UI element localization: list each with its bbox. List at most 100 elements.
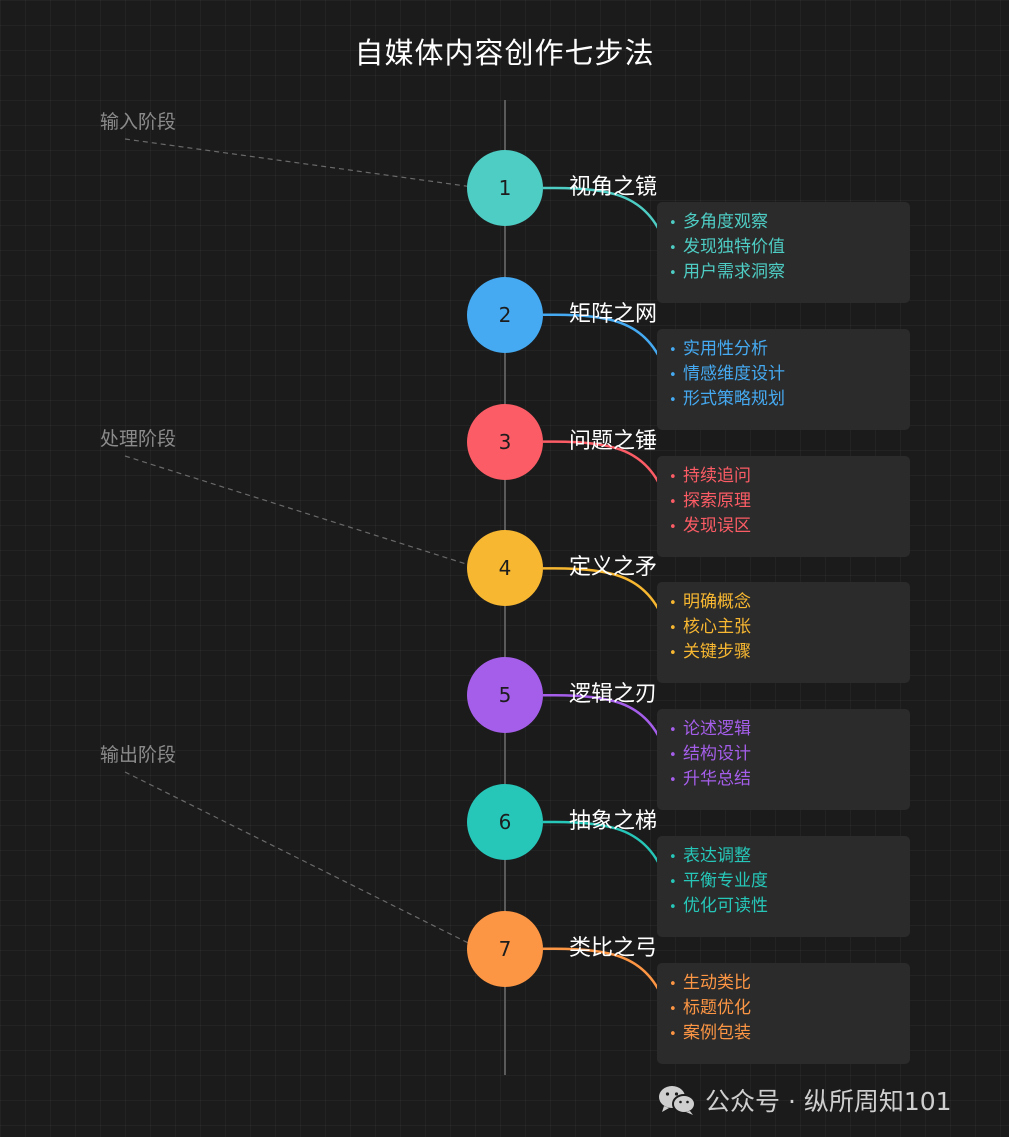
step-detail-card: • 明确概念 • 核心主张 • 关键步骤 bbox=[657, 582, 910, 684]
step-detail-item: • 发现独特价值 bbox=[669, 235, 910, 260]
step-detail-item: • 结构设计 bbox=[669, 742, 910, 767]
step-detail-text: 结构设计 bbox=[683, 744, 751, 765]
step-detail-card: • 论述逻辑 • 结构设计 • 升华总结 bbox=[657, 709, 910, 811]
stage-link bbox=[124, 771, 481, 950]
step-detail-text: 关键步骤 bbox=[683, 642, 751, 663]
step-detail-text: 用户需求洞察 bbox=[683, 262, 785, 282]
bullet-icon: • bbox=[669, 1026, 677, 1042]
step-number: 1 bbox=[498, 176, 512, 200]
step-node-1: 1 bbox=[467, 150, 543, 226]
stage-label: 处理阶段 bbox=[100, 428, 177, 450]
footer-text: 公众号 · 纵所周知101 bbox=[705, 1087, 952, 1116]
bullet-icon: • bbox=[669, 621, 677, 637]
step-detail-item: • 生动类比 bbox=[669, 971, 910, 996]
step-node-2: 2 bbox=[467, 276, 543, 353]
step-title: 类比之弓 bbox=[569, 935, 658, 961]
step-detail-item: • 探索原理 bbox=[669, 489, 910, 514]
step-detail-card: • 表达调整 • 平衡专业度 • 优化可读性 bbox=[657, 836, 910, 937]
step-number: 2 bbox=[498, 302, 512, 327]
step-detail-text: 实用性分析 bbox=[683, 338, 768, 359]
bullet-icon: • bbox=[669, 976, 677, 992]
step-detail-card: • 持续追问 • 探索原理 • 发现误区 bbox=[657, 455, 910, 557]
bullet-icon: • bbox=[669, 494, 677, 510]
bullet-icon: • bbox=[669, 1001, 677, 1017]
step-number: 5 bbox=[498, 683, 512, 708]
step-detail-item: • 升华总结 bbox=[669, 767, 910, 792]
bullet-icon: • bbox=[669, 900, 677, 915]
step-detail-text: 核心主张 bbox=[683, 617, 751, 638]
stage-label: 输出阶段 bbox=[100, 744, 177, 766]
step-detail-text: 持续追问 bbox=[683, 465, 751, 486]
bullet-icon: • bbox=[669, 216, 677, 231]
step-detail-item: • 情感维度设计 bbox=[669, 362, 910, 387]
step-detail-item: • 论述逻辑 bbox=[669, 717, 910, 742]
step-title: 逻辑之刃 bbox=[569, 682, 658, 708]
bullet-icon: • bbox=[669, 596, 677, 612]
diagram-title: 自媒体内容创作七步法 bbox=[354, 36, 655, 70]
step-detail-text: 表达调整 bbox=[683, 846, 751, 866]
step-detail-text: 案例包装 bbox=[683, 1022, 751, 1043]
step-detail-item: • 用户需求洞察 bbox=[669, 260, 910, 285]
step-detail-text: 论述逻辑 bbox=[683, 719, 751, 740]
step-detail-text: 发现误区 bbox=[683, 515, 751, 536]
step-detail-item: • 表达调整 bbox=[669, 844, 910, 869]
wechat-icon bbox=[659, 1086, 696, 1115]
step-title: 定义之矛 bbox=[569, 555, 658, 581]
step-title: 问题之锤 bbox=[569, 428, 658, 454]
step-detail-card: • 生动类比 • 标题优化 • 案例包装 bbox=[657, 962, 910, 1064]
bullet-icon: • bbox=[669, 875, 677, 890]
step-detail-text: 发现独特价值 bbox=[683, 237, 785, 257]
step-number: 7 bbox=[498, 936, 512, 961]
bullet-icon: • bbox=[669, 266, 677, 281]
step-detail-text: 生动类比 bbox=[683, 972, 751, 993]
step-number: 3 bbox=[498, 429, 512, 454]
bullet-icon: • bbox=[669, 773, 677, 789]
step-detail-item: • 优化可读性 bbox=[669, 894, 910, 919]
bullet-icon: • bbox=[669, 850, 677, 865]
step-node-3: 3 bbox=[467, 403, 543, 480]
step-node-5: 5 bbox=[467, 657, 543, 734]
step-detail-item: • 关键步骤 bbox=[669, 640, 910, 665]
step-detail-text: 情感维度设计 bbox=[683, 363, 785, 384]
step-node-6: 6 bbox=[467, 784, 543, 860]
bullet-icon: • bbox=[669, 723, 677, 739]
step-title: 视角之镜 bbox=[569, 175, 658, 200]
bullet-icon: • bbox=[669, 646, 677, 662]
step-node-7: 7 bbox=[467, 910, 543, 987]
step-detail-item: • 案例包装 bbox=[669, 1021, 910, 1046]
bullet-icon: • bbox=[669, 392, 677, 408]
bullet-icon: • bbox=[669, 367, 677, 383]
stage-link bbox=[124, 138, 481, 189]
step-detail-text: 标题优化 bbox=[683, 997, 751, 1018]
step-detail-text: 多角度观察 bbox=[683, 212, 768, 232]
step-title: 矩阵之网 bbox=[569, 301, 658, 327]
step-detail-text: 优化可读性 bbox=[683, 896, 768, 916]
step-detail-text: 平衡专业度 bbox=[683, 871, 768, 891]
step-detail-item: • 明确概念 bbox=[669, 590, 910, 615]
stage-label: 输入阶段 bbox=[100, 111, 177, 133]
step-detail-item: • 多角度观察 bbox=[669, 210, 910, 235]
step-detail-item: • 核心主张 bbox=[669, 615, 910, 640]
step-node-4: 4 bbox=[467, 530, 543, 607]
step-title: 抽象之梯 bbox=[569, 809, 658, 834]
bullet-icon: • bbox=[669, 469, 677, 485]
step-detail-item: • 持续追问 bbox=[669, 464, 910, 489]
step-detail-item: • 实用性分析 bbox=[669, 337, 910, 362]
step-detail-item: • 形式策略规划 bbox=[669, 387, 910, 412]
step-detail-card: • 实用性分析 • 情感维度设计 • 形式策略规划 bbox=[657, 328, 910, 430]
step-detail-text: 升华总结 bbox=[683, 769, 751, 790]
step-detail-item: • 发现误区 bbox=[669, 514, 910, 539]
step-detail-item: • 标题优化 bbox=[669, 996, 910, 1021]
stage-link bbox=[124, 455, 481, 569]
bullet-icon: • bbox=[669, 342, 677, 358]
step-number: 4 bbox=[498, 556, 512, 581]
step-detail-text: 明确概念 bbox=[683, 592, 751, 613]
step-detail-card: • 多角度观察 • 发现独特价值 • 用户需求洞察 bbox=[657, 202, 910, 303]
step-detail-text: 探索原理 bbox=[683, 490, 751, 511]
footer-watermark: 公众号 · 纵所周知101 bbox=[657, 1082, 952, 1118]
step-detail-item: • 平衡专业度 bbox=[669, 869, 910, 894]
bullet-icon: • bbox=[669, 241, 677, 256]
bullet-icon: • bbox=[669, 519, 677, 535]
step-number: 6 bbox=[498, 810, 512, 834]
